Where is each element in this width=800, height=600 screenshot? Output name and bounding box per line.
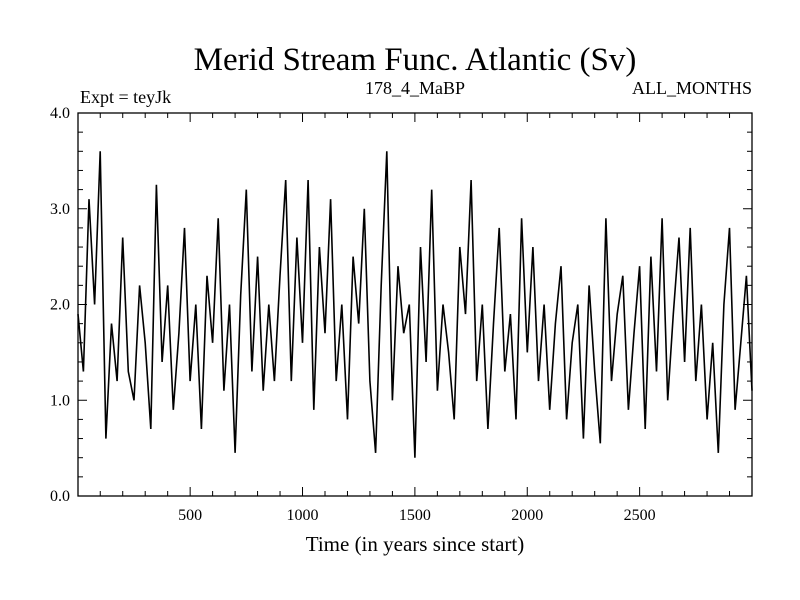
y-tick-label: 4.0	[50, 105, 70, 122]
chart-title: Merid Stream Func. Atlantic (Sv)	[194, 42, 637, 78]
x-axis-label: Time (in years since start)	[306, 532, 525, 556]
x-tick-label: 1500	[399, 507, 431, 524]
series-line	[77, 151, 753, 458]
plot-frame	[77, 112, 753, 497]
x-tick-label: 2500	[624, 507, 656, 524]
y-tick-label: 3.0	[50, 201, 70, 218]
y-tick-label: 2.0	[50, 297, 70, 314]
x-tick-label: 1000	[287, 507, 319, 524]
age-label: 178_4_MaBP	[365, 78, 465, 98]
y-tick-label: 0.0	[50, 488, 70, 505]
months-label: ALL_MONTHS	[632, 78, 752, 98]
x-tick-label: 2000	[511, 507, 543, 524]
y-tick-label: 1.0	[50, 392, 70, 409]
x-tick-label: 500	[178, 507, 202, 524]
experiment-label: Expt = teyJk	[80, 87, 171, 107]
